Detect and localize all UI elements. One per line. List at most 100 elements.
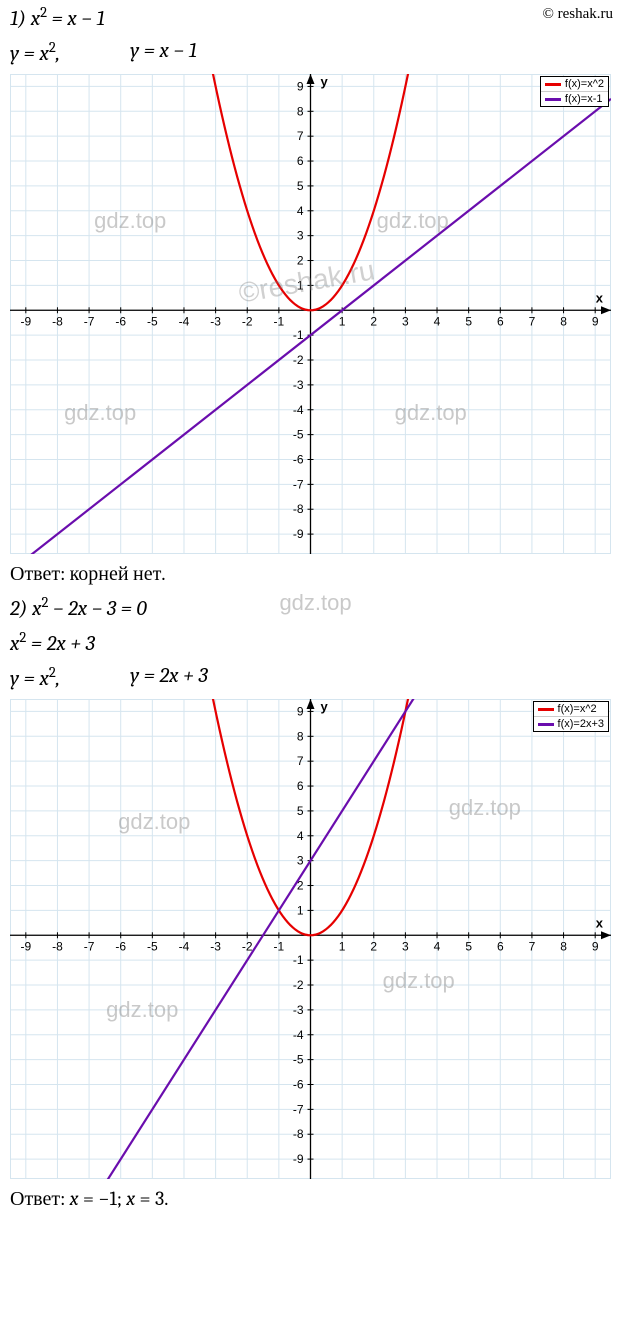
svg-text:9: 9 [297,704,304,718]
svg-text:-6: -6 [115,314,126,328]
svg-text:y: y [321,699,329,714]
svg-text:-4: -4 [293,403,304,417]
legend-label: f(x)=2x+3 [558,718,604,730]
svg-text:-3: -3 [210,939,221,953]
problem2-equation2: x2 = 2x + 3 [0,625,621,660]
svg-text:2: 2 [370,939,377,953]
svg-text:-9: -9 [20,939,31,953]
svg-text:-4: -4 [293,1028,304,1042]
svg-text:-7: -7 [293,1102,304,1116]
problem1-eq-body: x2 = x − 1 [31,7,105,31]
svg-text:7: 7 [529,939,536,953]
copyright-text: © reshak.ru [542,6,613,23]
svg-text:9: 9 [592,939,599,953]
svg-text:9: 9 [592,314,599,328]
svg-text:-7: -7 [293,477,304,491]
svg-text:1: 1 [339,939,346,953]
svg-text:-8: -8 [293,1127,304,1141]
legend-item: f(x)=x^2 [541,77,608,92]
svg-text:7: 7 [297,754,304,768]
svg-text:3: 3 [297,229,304,243]
chart2-container: -9-8-7-6-5-4-3-2-1123456789-9-8-7-6-5-4-… [10,699,611,1179]
legend-label: f(x)=x-1 [565,93,603,105]
svg-text:-8: -8 [52,314,63,328]
answer-prefix: Ответ: [10,562,70,585]
svg-text:-3: -3 [210,314,221,328]
svg-text:4: 4 [434,939,441,953]
legend-swatch [538,708,554,711]
problem2-func1: y = x2, [10,664,60,691]
svg-text:4: 4 [434,314,441,328]
svg-text:6: 6 [297,779,304,793]
svg-text:-2: -2 [293,978,304,992]
svg-text:5: 5 [465,939,472,953]
svg-text:-9: -9 [293,527,304,541]
chart1-container: -9-8-7-6-5-4-3-2-1123456789-9-8-7-6-5-4-… [10,74,611,554]
svg-text:1: 1 [339,314,346,328]
answer-body: x = −1; x = 3. [70,1187,169,1210]
svg-text:-7: -7 [84,939,95,953]
svg-text:-5: -5 [293,428,304,442]
chart2-legend: f(x)=x^2f(x)=2x+3 [533,701,609,732]
svg-text:8: 8 [297,729,304,743]
problem1-answer: Ответ: корней нет. [0,554,621,590]
svg-text:x: x [596,290,604,305]
svg-text:7: 7 [297,129,304,143]
legend-item: f(x)=x^2 [534,702,608,717]
svg-text:7: 7 [529,314,536,328]
problem2-func2: y = 2x + 3 [130,664,208,691]
svg-text:-3: -3 [293,1003,304,1017]
chart1-legend: f(x)=x^2 f(x)=x-1 [540,76,609,107]
legend-swatch [538,723,554,726]
svg-text:-7: -7 [84,314,95,328]
svg-text:-9: -9 [20,314,31,328]
problem2-answer: Ответ: x = −1; x = 3. [0,1179,621,1215]
chart1-svg: -9-8-7-6-5-4-3-2-1123456789-9-8-7-6-5-4-… [10,74,611,554]
answer-prefix: Ответ: [10,1187,70,1210]
problem2-functions: y = x2, y = 2x + 3 [0,660,621,695]
answer-body: корней нет. [70,562,166,585]
svg-text:6: 6 [497,314,504,328]
svg-text:9: 9 [297,79,304,93]
svg-text:-6: -6 [293,452,304,466]
svg-text:3: 3 [297,854,304,868]
svg-text:5: 5 [465,314,472,328]
svg-text:-5: -5 [293,1053,304,1067]
svg-text:2: 2 [370,314,377,328]
legend-item: f(x)=2x+3 [534,717,608,731]
svg-text:6: 6 [497,939,504,953]
problem1-index: 1) [10,7,31,31]
svg-text:-4: -4 [179,939,190,953]
watermark: gdz.top [279,590,351,616]
svg-text:-6: -6 [293,1077,304,1091]
svg-text:-8: -8 [52,939,63,953]
problem2-equation: 2) x2 − 2x − 3 = 0 gdz.top [0,590,621,625]
svg-text:5: 5 [297,804,304,818]
svg-text:8: 8 [560,939,567,953]
legend-label: f(x)=x^2 [565,78,604,90]
problem1-func2: y = x − 1 [130,39,197,66]
svg-text:-2: -2 [242,314,253,328]
svg-text:-6: -6 [115,939,126,953]
svg-text:-1: -1 [274,939,285,953]
legend-swatch [545,98,561,101]
svg-text:-5: -5 [147,939,158,953]
svg-text:-4: -4 [179,314,190,328]
svg-text:-1: -1 [293,953,304,967]
svg-text:-3: -3 [293,378,304,392]
legend-item: f(x)=x-1 [541,92,608,106]
svg-text:3: 3 [402,939,409,953]
problem1-equation: 1) x2 = x − 1 [0,0,621,35]
svg-text:4: 4 [297,829,304,843]
svg-text:8: 8 [560,314,567,328]
svg-text:5: 5 [297,179,304,193]
problem2-eq-body: x2 − 2x − 3 = 0 [32,597,147,621]
svg-text:2: 2 [297,254,304,268]
svg-text:-5: -5 [147,314,158,328]
chart2-svg: -9-8-7-6-5-4-3-2-1123456789-9-8-7-6-5-4-… [10,699,611,1179]
svg-text:6: 6 [297,154,304,168]
svg-text:1: 1 [297,278,304,292]
svg-text:x: x [596,915,604,930]
problem1-functions: y = x2, y = x − 1 [0,35,621,70]
svg-text:-1: -1 [293,328,304,342]
